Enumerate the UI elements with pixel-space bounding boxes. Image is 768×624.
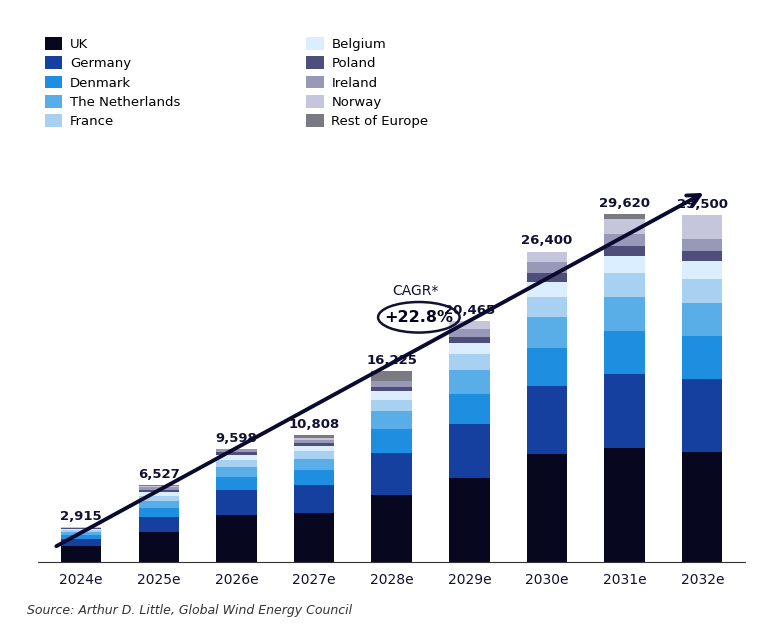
Text: 29,500: 29,500 [677, 198, 728, 211]
Bar [217, 490, 257, 515]
Bar [449, 329, 489, 336]
Bar [449, 370, 489, 394]
Bar [449, 321, 489, 329]
Bar [604, 331, 645, 374]
Text: +22.8%: +22.8% [384, 310, 453, 324]
Bar [682, 303, 723, 336]
Bar [294, 439, 334, 443]
Bar [372, 387, 412, 391]
Bar [294, 513, 334, 562]
Bar [682, 336, 723, 379]
Bar [138, 517, 179, 532]
Bar [217, 477, 257, 490]
Bar [682, 251, 723, 261]
Bar [138, 496, 179, 500]
Bar [294, 435, 334, 439]
Bar [372, 453, 412, 495]
Bar [682, 261, 723, 279]
Bar [604, 246, 645, 256]
Bar [372, 429, 412, 453]
Bar [372, 400, 412, 411]
Bar [294, 470, 334, 485]
Text: 6,527: 6,527 [138, 468, 180, 481]
Bar [527, 282, 567, 297]
Bar [449, 394, 489, 424]
Bar [682, 452, 723, 562]
Bar [527, 262, 567, 273]
Bar [61, 539, 101, 546]
Bar [138, 532, 179, 562]
Text: 2,915: 2,915 [61, 510, 102, 524]
Bar [294, 451, 334, 459]
Bar [527, 251, 567, 262]
Bar [61, 535, 101, 539]
Bar [682, 279, 723, 303]
Bar [217, 460, 257, 467]
Bar [527, 297, 567, 317]
Bar [527, 317, 567, 348]
Bar [372, 411, 412, 429]
Text: 9,598: 9,598 [216, 432, 257, 445]
Text: 16,225: 16,225 [366, 354, 417, 367]
Bar [217, 515, 257, 562]
Bar [527, 454, 567, 562]
Bar [604, 374, 645, 448]
Bar [527, 273, 567, 282]
Bar [61, 532, 101, 535]
Text: 20,465: 20,465 [444, 304, 495, 317]
Bar [217, 467, 257, 477]
Bar [682, 379, 723, 452]
Bar [682, 239, 723, 251]
Bar [294, 459, 334, 470]
Bar [372, 495, 412, 562]
Bar [138, 487, 179, 490]
Bar [372, 391, 412, 400]
Bar [449, 343, 489, 354]
Bar [217, 452, 257, 455]
Text: 10,808: 10,808 [289, 417, 339, 431]
Bar [604, 256, 645, 273]
Bar [604, 213, 645, 220]
Bar [61, 529, 101, 530]
Bar [138, 485, 179, 486]
Text: CAGR*: CAGR* [392, 285, 439, 298]
Text: Source: Arthur D. Little, Global Wind Energy Council: Source: Arthur D. Little, Global Wind En… [27, 603, 352, 617]
Bar [604, 273, 645, 297]
Bar [294, 446, 334, 451]
Bar [604, 448, 645, 562]
Bar [682, 215, 723, 239]
Bar [61, 530, 101, 532]
Bar [138, 490, 179, 492]
Bar [138, 486, 179, 487]
Bar [217, 449, 257, 452]
Bar [449, 477, 489, 562]
Bar [61, 546, 101, 562]
Legend: Belgium, Poland, Ireland, Norway, Rest of Europe: Belgium, Poland, Ireland, Norway, Rest o… [306, 37, 429, 129]
Bar [449, 336, 489, 343]
Bar [138, 492, 179, 496]
Bar [217, 455, 257, 460]
Bar [604, 220, 645, 234]
Text: 26,400: 26,400 [521, 235, 573, 247]
Bar [604, 297, 645, 331]
Bar [138, 500, 179, 507]
Bar [449, 354, 489, 370]
Text: 29,620: 29,620 [599, 197, 650, 210]
Bar [527, 386, 567, 454]
Bar [449, 424, 489, 477]
Bar [294, 485, 334, 513]
Bar [604, 234, 645, 246]
Bar [372, 381, 412, 387]
Bar [527, 348, 567, 386]
Bar [138, 507, 179, 517]
Bar [372, 371, 412, 381]
Bar [294, 443, 334, 446]
